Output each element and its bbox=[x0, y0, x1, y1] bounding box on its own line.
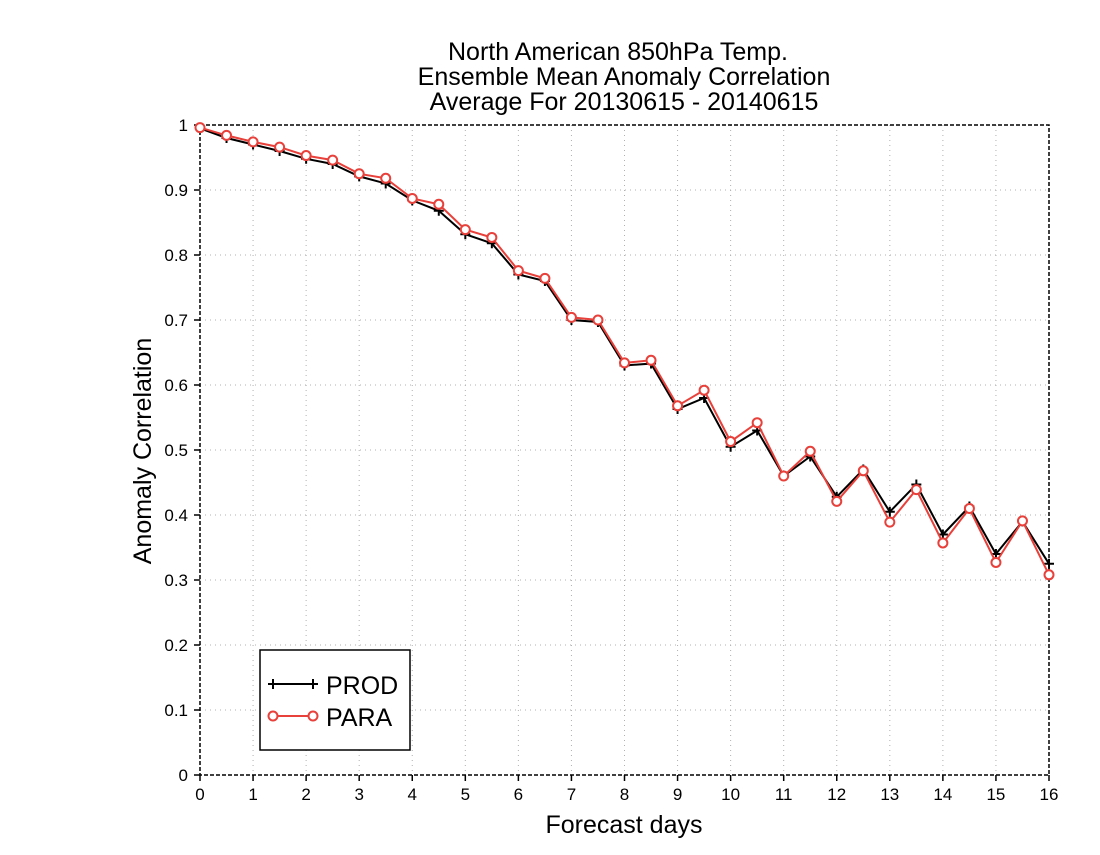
data-point-para bbox=[459, 224, 471, 236]
data-point-para bbox=[247, 136, 259, 148]
y-tick-label: 0.9 bbox=[164, 181, 188, 200]
series-line-para bbox=[199, 126, 1050, 576]
tick-layer: 0 1 2 3 4 5 6 7 8 9 10 11 12 13 14 15 1600.10.20.30.40.5… bbox=[164, 116, 1058, 804]
data-point-para bbox=[433, 198, 445, 210]
plot-frame bbox=[199, 124, 1050, 776]
data-point-para bbox=[831, 495, 843, 507]
x-tick-label: 7 bbox=[567, 785, 576, 804]
y-tick-label: 0 bbox=[179, 766, 188, 785]
data-point-prod bbox=[1044, 558, 1054, 569]
x-tick-label: 11 bbox=[775, 785, 793, 804]
data-point-para bbox=[698, 384, 710, 396]
x-tick-label: 0 bbox=[195, 785, 204, 804]
data-point-para bbox=[353, 168, 365, 180]
y-tick-label: 0.6 bbox=[164, 376, 188, 395]
y-axis-label: Anomaly Correlation bbox=[129, 338, 157, 565]
y-tick-label: 0.3 bbox=[164, 571, 188, 590]
y-tick-label: 0.4 bbox=[164, 506, 188, 525]
data-point-para bbox=[751, 417, 763, 429]
x-tick-label: 4 bbox=[408, 785, 417, 804]
chart-title-line-3: Average For 20130615 - 20140615 bbox=[430, 88, 819, 116]
y-tick-label: 1 bbox=[179, 116, 188, 135]
legend-prod-marker-right bbox=[308, 679, 318, 689]
data-point-para bbox=[274, 141, 286, 153]
y-tick-label: 0.8 bbox=[164, 246, 188, 265]
data-point-para bbox=[645, 354, 657, 366]
x-tick-label: 8 bbox=[620, 785, 629, 804]
x-tick-label: 16 bbox=[1040, 785, 1059, 804]
data-point-para bbox=[619, 357, 630, 369]
legend: PROD PARA bbox=[259, 649, 411, 751]
x-tick-label: 12 bbox=[827, 785, 846, 804]
data-point-para bbox=[672, 400, 684, 412]
data-point-para bbox=[963, 503, 975, 514]
x-tick-label: 3 bbox=[354, 785, 363, 804]
data-point-para bbox=[990, 556, 1002, 568]
data-point-para bbox=[406, 192, 418, 204]
x-tick-label: 2 bbox=[301, 785, 310, 804]
data-point-para bbox=[194, 122, 206, 134]
chart-title-line-1: North American 850hPa Temp. bbox=[448, 38, 788, 66]
data-point-para bbox=[327, 154, 339, 166]
legend-prod-label: PROD bbox=[326, 672, 398, 700]
legend-prod-marker-left bbox=[268, 679, 278, 689]
x-axis-label: Forecast days bbox=[545, 811, 702, 839]
data-point-para bbox=[1043, 569, 1055, 581]
data-point-para bbox=[221, 129, 233, 141]
legend-para-marker-right bbox=[307, 710, 319, 722]
data-point-para bbox=[300, 150, 312, 162]
data-point-para bbox=[804, 445, 816, 457]
data-point-para bbox=[778, 470, 790, 482]
x-tick-label: 9 bbox=[673, 785, 682, 804]
y-tick-label: 0.5 bbox=[164, 441, 188, 460]
legend-para-marker-left bbox=[267, 710, 279, 722]
legend-box bbox=[259, 649, 411, 751]
y-tick-label: 0.2 bbox=[164, 636, 188, 655]
data-point-para bbox=[486, 231, 498, 243]
data-point-para bbox=[565, 311, 577, 323]
series-layer bbox=[194, 122, 1055, 581]
x-tick-label: 1 bbox=[248, 785, 257, 804]
x-tick-label: 14 bbox=[933, 785, 952, 804]
x-tick-label: 6 bbox=[514, 785, 523, 804]
legend-para-label: PARA bbox=[326, 704, 393, 732]
data-point-para bbox=[857, 465, 869, 477]
x-tick-label: 10 bbox=[721, 785, 740, 804]
y-tick-label: 0.7 bbox=[164, 311, 188, 330]
data-point-para bbox=[937, 537, 949, 549]
data-point-para bbox=[884, 516, 896, 528]
chart-title-line-2: Ensemble Mean Anomaly Correlation bbox=[418, 63, 831, 91]
data-point-para bbox=[910, 484, 922, 496]
data-point-prod bbox=[884, 506, 895, 517]
x-tick-label: 13 bbox=[880, 785, 899, 804]
data-point-para bbox=[512, 265, 524, 277]
data-point-para bbox=[539, 272, 551, 284]
x-tick-label: 15 bbox=[986, 785, 1005, 804]
x-tick-label: 5 bbox=[461, 785, 470, 804]
data-point-para bbox=[725, 436, 737, 448]
data-point-para bbox=[1016, 515, 1028, 527]
y-tick-label: 0.1 bbox=[164, 701, 188, 720]
data-point-para bbox=[592, 314, 604, 326]
data-point-para bbox=[380, 172, 392, 184]
